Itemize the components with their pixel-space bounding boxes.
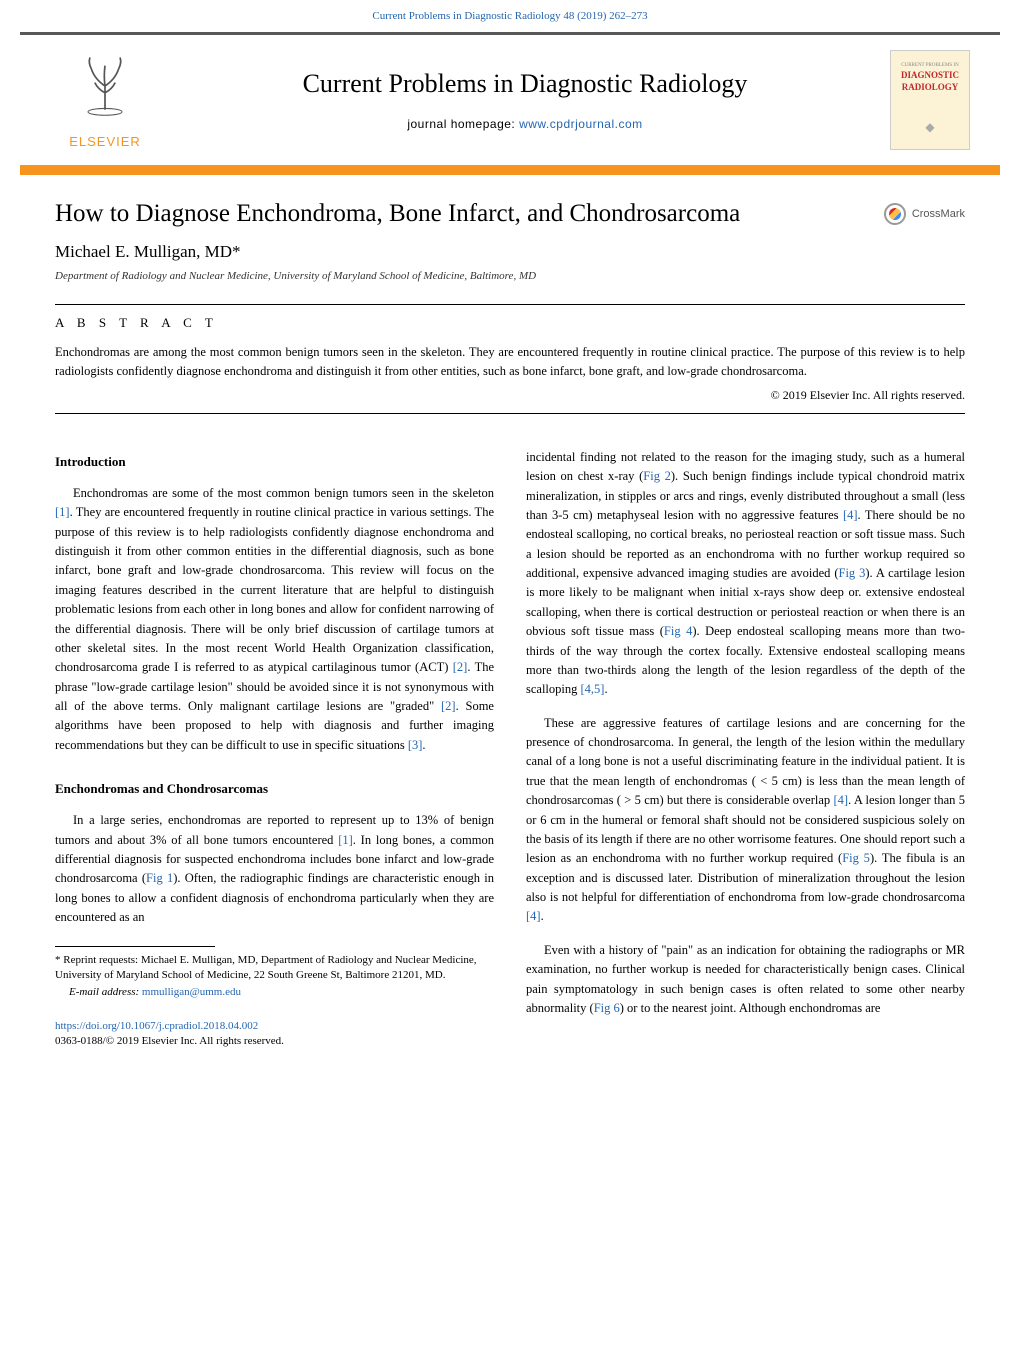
homepage-label: journal homepage:	[407, 117, 519, 131]
two-column-layout: Introduction Enchondromas are some of th…	[55, 448, 965, 1050]
email-label: E-mail address:	[69, 986, 142, 998]
figure-link[interactable]: Fig 5	[842, 851, 870, 865]
introduction-heading: Introduction	[55, 452, 494, 472]
ref-link[interactable]: [1]	[55, 505, 70, 519]
figure-link[interactable]: Fig 2	[643, 469, 671, 483]
text-span: .	[541, 909, 544, 923]
publisher-name: ELSEVIER	[69, 134, 141, 149]
running-head-link[interactable]: Current Problems in Diagnostic Radiology…	[372, 10, 647, 22]
journal-title: Current Problems in Diagnostic Radiology	[160, 69, 890, 99]
figure-link[interactable]: Fig 4	[664, 624, 692, 638]
article-title: How to Diagnose Enchondroma, Bone Infarc…	[55, 200, 866, 228]
ref-link[interactable]: [2]	[441, 699, 456, 713]
abstract-copyright: © 2019 Elsevier Inc. All rights reserved…	[55, 388, 965, 403]
text-span: .	[604, 682, 607, 696]
crossmark-badge[interactable]: CrossMark	[884, 203, 965, 225]
author-name: Michael E. Mulligan, MD*	[55, 242, 965, 262]
text-span: .	[422, 738, 425, 752]
running-head: Current Problems in Diagnostic Radiology…	[0, 0, 1020, 32]
journal-homepage: journal homepage: www.cpdrjournal.com	[160, 117, 890, 131]
col2-paragraph-1: incidental finding not related to the re…	[526, 448, 965, 700]
col2-paragraph-2: These are aggressive features of cartila…	[526, 714, 965, 927]
ref-link[interactable]: [4,5]	[581, 682, 605, 696]
crossmark-icon	[884, 203, 906, 225]
footnote-text: * Reprint requests: Michael E. Mulligan,…	[55, 953, 494, 984]
cover-line1: DIAGNOSTIC	[901, 70, 959, 80]
enchondromas-heading: Enchondromas and Chondrosarcomas	[55, 779, 494, 799]
abstract-text: Enchondromas are among the most common b…	[55, 343, 965, 382]
crossmark-label: CrossMark	[912, 208, 965, 220]
ref-link[interactable]: [2]	[453, 660, 468, 674]
orange-rule	[20, 167, 1000, 175]
figure-link[interactable]: Fig 1	[146, 871, 173, 885]
enchondromas-paragraph: In a large series, enchondromas are repo…	[55, 811, 494, 927]
article-identifiers: https://doi.org/10.1067/j.cpradiol.2018.…	[55, 1019, 494, 1050]
doi-link[interactable]: https://doi.org/10.1067/j.cpradiol.2018.…	[55, 1020, 258, 1032]
ref-link[interactable]: [3]	[408, 738, 423, 752]
footnote-rule	[55, 946, 215, 947]
elsevier-tree-icon	[71, 52, 139, 130]
journal-header-center: Current Problems in Diagnostic Radiology…	[160, 69, 890, 131]
cover-subtitle: CURRENT PROBLEMS IN	[901, 63, 958, 68]
ref-link[interactable]: [1]	[338, 833, 353, 847]
abstract-bottom-rule	[55, 413, 965, 414]
left-column: Introduction Enchondromas are some of th…	[55, 448, 494, 1050]
ref-link[interactable]: [4]	[833, 793, 848, 807]
figure-link[interactable]: Fig 3	[839, 566, 866, 580]
email-link[interactable]: mmulligan@umm.edu	[142, 986, 241, 998]
issn-copyright: 0363-0188/© 2019 Elsevier Inc. All right…	[55, 1035, 284, 1047]
text-span: Enchondromas are some of the most common…	[73, 486, 494, 500]
text-span: ) or to the nearest joint. Although ench…	[620, 1001, 881, 1015]
publisher-logo: ELSEVIER	[50, 52, 160, 149]
figure-link[interactable]: Fig 6	[594, 1001, 620, 1015]
right-column: incidental finding not related to the re…	[526, 448, 965, 1050]
homepage-link[interactable]: www.cpdrjournal.com	[519, 117, 643, 131]
masthead: ELSEVIER Current Problems in Diagnostic …	[20, 35, 1000, 167]
cover-ribbon-icon: ◆	[925, 120, 934, 135]
introduction-paragraph: Enchondromas are some of the most common…	[55, 484, 494, 755]
abstract-heading: A B S T R A C T	[55, 304, 965, 331]
col2-paragraph-3: Even with a history of "pain" as an indi…	[526, 941, 965, 1019]
text-span: . They are encountered frequently in rou…	[55, 505, 494, 674]
corresponding-author-footnote: * Reprint requests: Michael E. Mulligan,…	[55, 953, 494, 1001]
ref-link[interactable]: [4]	[843, 508, 858, 522]
journal-cover-thumbnail: CURRENT PROBLEMS IN DIAGNOSTIC RADIOLOGY…	[890, 50, 970, 150]
cover-line2: RADIOLOGY	[902, 82, 959, 92]
ref-link[interactable]: [4]	[526, 909, 541, 923]
author-affiliation: Department of Radiology and Nuclear Medi…	[55, 270, 965, 282]
